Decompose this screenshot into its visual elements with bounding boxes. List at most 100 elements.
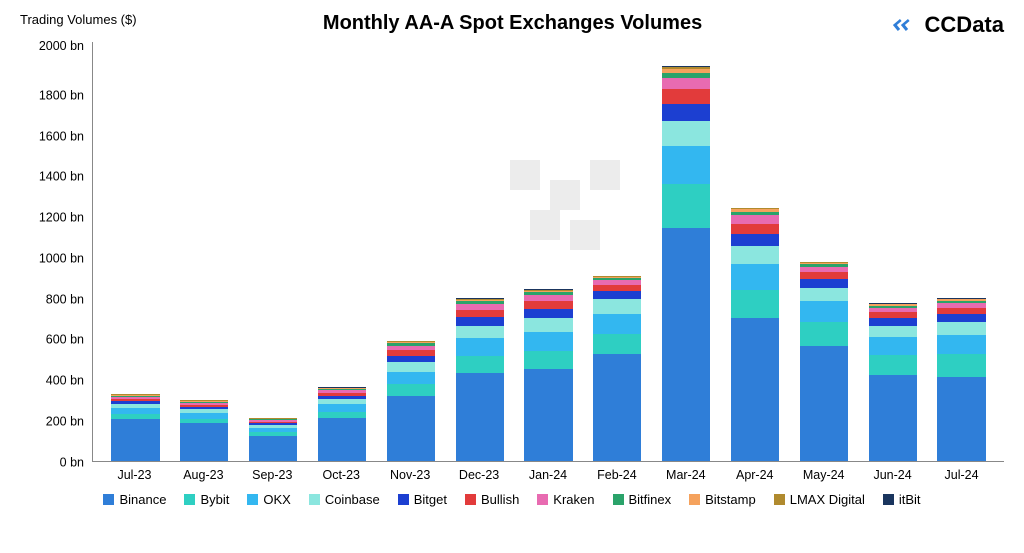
x-tick-label: Jan-24 xyxy=(514,468,583,482)
stacked-bar xyxy=(731,208,779,461)
x-tick-label: Jun-24 xyxy=(858,468,927,482)
bar-segment xyxy=(662,184,710,228)
bar-segment xyxy=(593,354,641,461)
bar-segment xyxy=(662,228,710,461)
bar-column xyxy=(721,42,790,461)
y-tick-label: 600 bn xyxy=(46,334,84,347)
y-tick-label: 2000 bn xyxy=(39,40,84,53)
legend-swatch xyxy=(398,494,409,505)
stacked-bar xyxy=(869,303,917,461)
stacked-bar xyxy=(524,289,572,461)
legend-item: LMAX Digital xyxy=(774,492,865,507)
bar-segment xyxy=(731,246,779,264)
legend-item: Bullish xyxy=(465,492,519,507)
bar-segment xyxy=(524,332,572,351)
bar-column xyxy=(789,42,858,461)
bar-segment xyxy=(318,404,366,411)
x-tick-label: Mar-24 xyxy=(651,468,720,482)
legend-item: OKX xyxy=(247,492,290,507)
bar-segment xyxy=(731,215,779,223)
bar-segment xyxy=(456,317,504,325)
stacked-bar xyxy=(111,394,159,461)
legend: Binance Bybit OKX Coinbase Bitget Bullish Krak… xyxy=(20,492,1004,507)
y-axis: 2000 bn1800 bn1600 bn1400 bn1200 bn1000 … xyxy=(20,42,92,462)
x-tick-label: Feb-24 xyxy=(582,468,651,482)
legend-swatch xyxy=(465,494,476,505)
bar-column xyxy=(170,42,239,461)
bar-segment xyxy=(593,334,641,354)
stacked-bar xyxy=(662,66,710,461)
bar-segment xyxy=(111,419,159,461)
stacked-bar xyxy=(593,276,641,461)
legend-swatch xyxy=(537,494,548,505)
legend-label: Bullish xyxy=(481,492,519,507)
bar-segment xyxy=(937,322,985,335)
legend-swatch xyxy=(103,494,114,505)
legend-item: itBit xyxy=(883,492,921,507)
y-tick-label: 0 bn xyxy=(60,456,84,469)
bar-column xyxy=(927,42,996,461)
bar-segment xyxy=(524,309,572,318)
bar-segment xyxy=(318,418,366,461)
legend-label: Bitstamp xyxy=(705,492,756,507)
bar-segment xyxy=(800,288,848,302)
legend-swatch xyxy=(613,494,624,505)
bar-segment xyxy=(524,318,572,332)
bar-segment xyxy=(524,369,572,461)
legend-item: Bybit xyxy=(184,492,229,507)
bar-segment xyxy=(731,290,779,318)
y-tick-label: 800 bn xyxy=(46,293,84,306)
legend-item: Bitget xyxy=(398,492,447,507)
legend-label: Bitget xyxy=(414,492,447,507)
x-tick-label: Jul-24 xyxy=(927,468,996,482)
legend-label: Kraken xyxy=(553,492,594,507)
bar-segment xyxy=(731,318,779,461)
bar-column xyxy=(445,42,514,461)
brand-logo-text: CCData xyxy=(925,12,1004,38)
legend-swatch xyxy=(883,494,894,505)
legend-swatch xyxy=(689,494,700,505)
x-tick-label: Jul-23 xyxy=(100,468,169,482)
bar-segment xyxy=(731,264,779,290)
bar-segment xyxy=(937,314,985,322)
bars-region xyxy=(92,42,1004,462)
bar-segment xyxy=(869,326,917,338)
bar-column xyxy=(652,42,721,461)
bar-segment xyxy=(662,78,710,90)
bar-segment xyxy=(869,337,917,355)
bar-segment xyxy=(662,146,710,184)
legend-swatch xyxy=(184,494,195,505)
stacked-bar xyxy=(180,400,228,461)
legend-label: itBit xyxy=(899,492,921,507)
chart-container: Trading Volumes ($) Monthly AA-A Spot Ex… xyxy=(0,0,1024,553)
bar-segment xyxy=(662,89,710,104)
x-tick-label: Nov-23 xyxy=(376,468,445,482)
stacked-bar xyxy=(387,341,435,461)
bar-segment xyxy=(800,272,848,279)
bar-segment xyxy=(937,354,985,377)
header-row: Trading Volumes ($) Monthly AA-A Spot Ex… xyxy=(20,12,1004,38)
bar-segment xyxy=(249,436,297,461)
bar-segment xyxy=(593,299,641,314)
stacked-bar xyxy=(800,262,848,461)
legend-item: Binance xyxy=(103,492,166,507)
bar-column xyxy=(583,42,652,461)
chart-title: Monthly AA-A Spot Exchanges Volumes xyxy=(137,12,889,35)
bar-column xyxy=(101,42,170,461)
y-tick-label: 1600 bn xyxy=(39,130,84,143)
bar-column xyxy=(376,42,445,461)
legend-label: OKX xyxy=(263,492,290,507)
bar-segment xyxy=(869,318,917,325)
bar-segment xyxy=(180,423,228,461)
y-tick-label: 200 bn xyxy=(46,415,84,428)
legend-item: Bitstamp xyxy=(689,492,756,507)
legend-swatch xyxy=(774,494,785,505)
stacked-bar xyxy=(318,387,366,461)
bar-segment xyxy=(593,314,641,334)
y-tick-label: 400 bn xyxy=(46,374,84,387)
y-tick-label: 1000 bn xyxy=(39,252,84,265)
legend-item: Coinbase xyxy=(309,492,380,507)
stacked-bar xyxy=(456,298,504,461)
bar-column xyxy=(308,42,377,461)
x-tick-label: May-24 xyxy=(789,468,858,482)
